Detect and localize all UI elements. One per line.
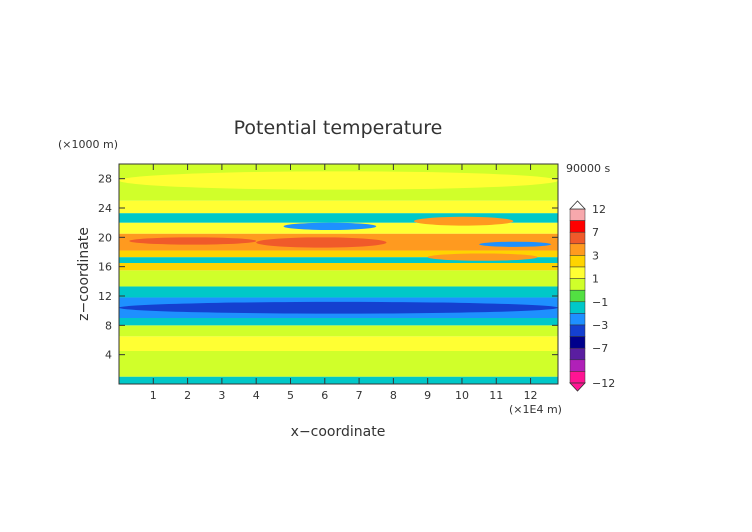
contour-feature-0 — [119, 301, 558, 314]
layer-band-14 — [119, 200, 558, 214]
colorbar-swatch-5 — [569, 266, 586, 279]
layer-band-6 — [119, 286, 558, 298]
y-tick-label-12: 12 — [98, 290, 112, 303]
y-tick-label-28: 28 — [98, 173, 112, 186]
colorbar-tick-4: −1 — [592, 296, 608, 309]
colorbar-tick-1: 7 — [592, 226, 599, 239]
colorbar-tick-2: 3 — [592, 249, 599, 262]
colorbar-swatch-8 — [569, 301, 586, 314]
contour-field — [119, 164, 558, 384]
layer-band-7 — [119, 270, 558, 287]
x-axis-ticks: 1 2 3 4 5 6 7 8 9 10 11 12 — [150, 164, 538, 402]
y-tick-label-4: 4 — [105, 349, 112, 362]
y-unit-label: (×1000 m) — [58, 138, 118, 151]
x-tick-label-2: 2 — [184, 389, 191, 402]
plot-frame — [118, 163, 559, 385]
x-tick-label-4: 4 — [253, 389, 260, 402]
contour-feature-7 — [119, 171, 558, 190]
colorbar-swatch-0 — [569, 208, 586, 221]
layer-band-1 — [119, 351, 558, 377]
y-axis-label: z−coordinate — [76, 227, 92, 321]
colorbar-swatch-10 — [569, 324, 586, 337]
colorbar-swatch-3 — [569, 243, 586, 256]
colorbar-swatch-7 — [569, 289, 586, 303]
colorbar-swatch-12 — [569, 347, 586, 361]
contour-feature-5 — [283, 222, 377, 230]
x-tick-label-12: 12 — [524, 389, 538, 402]
x-tick-label-10: 10 — [455, 389, 469, 402]
colorbar-swatch-1 — [569, 220, 586, 233]
y-tick-label-20: 20 — [98, 231, 112, 244]
colorbar-swatch-13 — [569, 359, 586, 372]
contour-feature-1 — [129, 237, 257, 245]
y-tick-label-16: 16 — [98, 261, 112, 274]
x-axis-label: x−coordinate — [291, 424, 386, 440]
layer-band-9 — [119, 257, 558, 263]
contour-feature-3 — [427, 253, 538, 261]
colorbar-tick-5: −3 — [592, 319, 608, 332]
colorbar-swatch-9 — [569, 313, 586, 326]
x-tick-label-7: 7 — [356, 389, 363, 402]
colorbar-swatch-6 — [569, 278, 586, 291]
x-tick-label-9: 9 — [424, 389, 431, 402]
x-unit-label: (×1E4 m) — [509, 403, 562, 416]
colorbar-tick-0: 12 — [592, 203, 606, 216]
layer-band-8 — [119, 263, 558, 271]
colorbar-tick-3: 1 — [592, 273, 599, 286]
colorbar-swatch-11 — [569, 336, 586, 349]
contour-feature-2 — [256, 237, 387, 248]
colorbar-top-arrow — [569, 200, 586, 210]
layer-band-13 — [119, 213, 558, 223]
x-tick-label-8: 8 — [390, 389, 397, 402]
x-tick-label-3: 3 — [218, 389, 225, 402]
contour-feature-4 — [413, 216, 514, 226]
chart-title: Potential temperature — [234, 117, 443, 139]
time-label: 90000 s — [566, 162, 610, 175]
layer-band-2 — [119, 336, 558, 351]
colorbar-tick-7: −12 — [592, 377, 615, 390]
layer-band-3 — [119, 325, 558, 337]
layer-band-10 — [119, 250, 558, 258]
layer-band-4 — [119, 318, 558, 326]
x-tick-label-11: 11 — [489, 389, 503, 402]
y-tick-label-24: 24 — [98, 202, 112, 215]
colorbar: 12 7 3 1 −1 −3 −7 −12 — [569, 200, 615, 392]
colorbar-swatch-14 — [569, 371, 586, 384]
y-tick-label-8: 8 — [105, 319, 112, 332]
colorbar-swatch-2 — [569, 231, 586, 245]
x-tick-label-6: 6 — [321, 389, 328, 402]
y-axis-ticks: 4 8 12 16 20 24 28 — [98, 173, 558, 362]
layer-band-0 — [119, 376, 558, 384]
colorbar-tick-6: −7 — [592, 342, 608, 355]
colorbar-swatch-4 — [569, 255, 586, 268]
x-tick-label-1: 1 — [150, 389, 157, 402]
colorbar-bottom-arrow — [569, 382, 586, 392]
contour-feature-6 — [479, 241, 552, 247]
x-tick-label-5: 5 — [287, 389, 294, 402]
